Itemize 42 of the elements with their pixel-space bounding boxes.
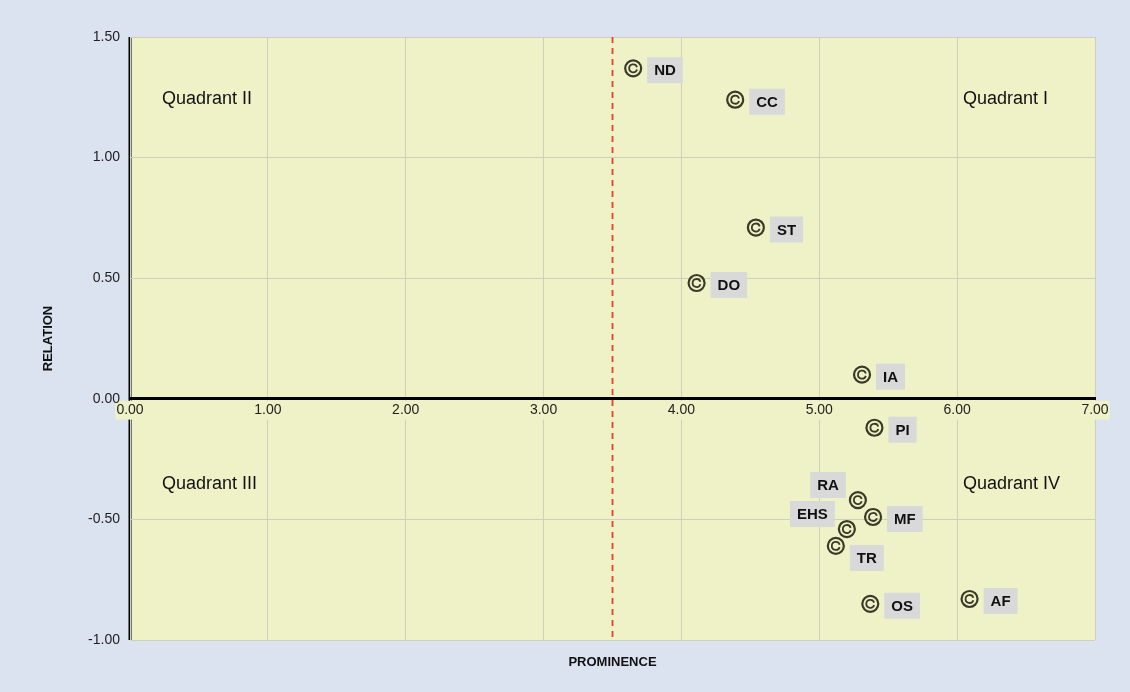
x-tick-label: 1.00 [254,401,282,418]
annotation: EHS [797,505,828,523]
annotation: ST [776,220,797,238]
point [826,536,845,556]
x-tick-label: 2.00 [392,401,420,418]
x-axis-title: PROMINENCE [568,653,657,669]
point [726,90,745,109]
annotation: CC [756,92,779,110]
point [746,218,765,237]
y-tick-label: -1.00 [88,630,121,647]
annotation: Quadrant I [963,87,1049,108]
annotation: TR [856,549,877,567]
y-tick-label: 0.50 [92,269,121,286]
point [848,491,867,510]
annotation: AF [990,592,1011,610]
annotation: ND [654,61,677,79]
x-tick-label: 3.00 [529,401,558,418]
y-tick-label: 1.50 [92,27,121,44]
y-tick-label: 1.00 [92,148,121,165]
point [960,589,979,609]
annotation: MF [894,510,916,528]
annotation: RA [817,476,840,494]
annotation: Quadrant IV [963,472,1061,493]
point [865,418,884,437]
point [863,507,883,527]
annotation: DO [717,276,741,294]
point [837,519,856,539]
x-tick-label: 6.00 [943,401,971,418]
point [861,594,880,613]
point [624,59,643,78]
y-axis-title: RELATION [39,305,55,372]
annotation: Quadrant III [162,472,258,493]
x-tick-label: 5.00 [805,401,834,418]
annotation: PI [895,420,910,438]
point [852,365,872,384]
y-tick-label: -0.50 [88,510,121,527]
x-tick-label: 4.00 [667,401,696,418]
annotation: IA [883,367,899,385]
x-tick-label: 7.00 [1081,401,1109,418]
point [687,273,706,293]
annotation: OS [891,596,913,614]
annotation: Quadrant II [162,87,253,108]
